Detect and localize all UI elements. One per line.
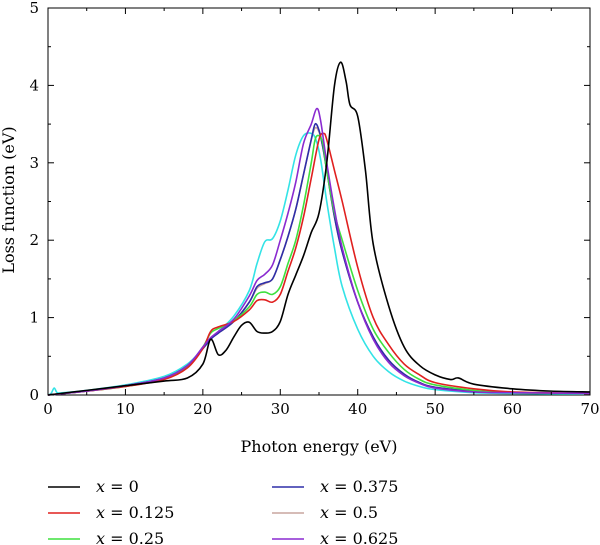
- legend-item: x = 0.125: [48, 503, 174, 522]
- legend-variable: x: [96, 503, 105, 522]
- legend-item: x = 0.625: [272, 529, 398, 545]
- legend-variable: x: [320, 503, 329, 522]
- legend-label: x = 0.5: [320, 503, 378, 522]
- x-tick-label: 70: [580, 400, 599, 418]
- legend-label: x = 0.375: [320, 477, 398, 496]
- plot-area-border: [47, 7, 591, 396]
- legend-value: = 0.375: [329, 477, 398, 496]
- legend-item: x = 0.375: [272, 477, 398, 496]
- x-tick-label: 20: [193, 400, 212, 418]
- y-tick-label: 5: [29, 0, 39, 17]
- legend-item: x = 0.25: [48, 529, 164, 545]
- series-line-2: [47, 134, 591, 396]
- legend-value: = 0.125: [105, 503, 174, 522]
- legend-value: = 0.25: [105, 529, 164, 545]
- legend-value: = 0.5: [329, 503, 378, 522]
- legend-label: x = 0: [96, 477, 139, 496]
- y-tick-label: 4: [29, 76, 39, 94]
- legend-item: x = 0.5: [272, 503, 378, 522]
- series-line-4: [47, 126, 591, 396]
- y-axis-label: Loss function (eV): [0, 126, 18, 273]
- y-tick-label: 3: [29, 154, 39, 172]
- legend-item: x = 0: [48, 477, 139, 496]
- legend-variable: x: [96, 477, 105, 496]
- series-line-6: [47, 132, 591, 396]
- x-tick-label: 40: [348, 400, 367, 418]
- y-tick-label: 2: [29, 231, 39, 249]
- legend-label: x = 0.625: [320, 529, 398, 545]
- legend-variable: x: [320, 477, 329, 496]
- series-lines: [47, 61, 591, 396]
- plot-frame: [47, 7, 591, 396]
- legend-value: = 0: [105, 477, 139, 496]
- x-axis-label: Photon energy (eV): [241, 437, 398, 456]
- legend-label: x = 0.25: [96, 529, 164, 545]
- legend-label: x = 0.125: [96, 503, 174, 522]
- x-tick-label: 10: [116, 400, 135, 418]
- axis-ticks: [47, 7, 591, 396]
- y-tick-label: 1: [29, 309, 39, 327]
- y-tick-label: 0: [29, 386, 39, 404]
- x-tick-label: 30: [271, 400, 290, 418]
- legend-value: = 0.625: [329, 529, 398, 545]
- x-tick-label: 60: [503, 400, 522, 418]
- x-tick-label: 50: [426, 400, 445, 418]
- series-line-3: [47, 122, 591, 396]
- legend-variable: x: [320, 529, 329, 545]
- series-line-0: [47, 61, 591, 396]
- tick-labels: 0 10 20 30 40 50 60 70 0 1 2 3 4 5: [29, 0, 599, 418]
- series-line-1: [47, 132, 591, 396]
- series-line-5: [47, 107, 591, 396]
- x-tick-label: 0: [43, 400, 53, 418]
- legend-variable: x: [96, 529, 105, 545]
